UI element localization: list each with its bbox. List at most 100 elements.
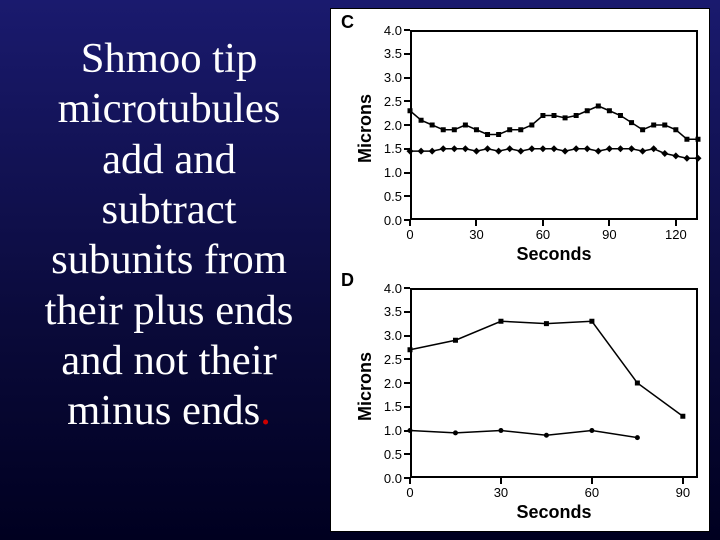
marker-square-icon [563,115,568,120]
panel-c: C0.00.51.01.52.02.53.03.54.00306090120Mi… [335,12,707,270]
marker-square-icon [618,113,623,118]
ytick-label: 4.0 [384,281,402,296]
ytick-label: 1.5 [384,399,402,414]
marker-diamond-icon [528,145,535,152]
marker-diamond-icon [462,145,469,152]
marker-square-icon [463,123,468,128]
y-axis-label: Microns [355,94,376,163]
xtick-label: 90 [597,227,621,242]
xtick-mark [409,478,411,484]
marker-diamond-icon [672,152,679,159]
marker-square-icon [607,108,612,113]
marker-diamond-icon [429,148,436,155]
marker-square-icon [662,123,667,128]
marker-square-icon [529,123,534,128]
series-svg [410,30,698,220]
marker-diamond-icon [451,145,458,152]
marker-diamond-icon [683,155,690,162]
xtick-mark [682,478,684,484]
marker-square-icon [673,127,678,132]
xtick-mark [409,220,411,226]
marker-circle-icon [589,428,594,433]
xtick-mark [675,220,677,226]
ytick-label: 0.0 [384,471,402,486]
ytick-label: 3.5 [384,304,402,319]
marker-square-icon [485,132,490,137]
series-line-minus-end [410,431,637,438]
marker-diamond-icon [473,148,480,155]
marker-diamond-icon [551,145,558,152]
ytick-label: 1.0 [384,165,402,180]
xtick-label: 30 [489,485,513,500]
marker-circle-icon [544,433,549,438]
caption-line: their plus ends [24,286,314,336]
ytick-label: 0.5 [384,447,402,462]
figure-container: C0.00.51.01.52.02.53.03.54.00306090120Mi… [330,8,710,532]
x-axis-label: Seconds [514,502,594,523]
marker-square-icon [430,123,435,128]
marker-diamond-icon [661,150,668,157]
series-svg [410,288,698,478]
xtick-mark [542,220,544,226]
marker-diamond-icon [495,148,502,155]
xtick-label: 120 [664,227,688,242]
marker-square-icon [498,319,503,324]
xtick-label: 60 [580,485,604,500]
marker-square-icon [540,113,545,118]
marker-diamond-icon [539,145,546,152]
marker-square-icon [696,137,701,142]
marker-square-icon [507,127,512,132]
xtick-label: 0 [398,485,422,500]
marker-square-icon [629,120,634,125]
marker-square-icon [441,127,446,132]
marker-square-icon [474,127,479,132]
ytick-label: 2.5 [384,352,402,367]
xtick-label: 60 [531,227,555,242]
marker-square-icon [589,319,594,324]
xtick-label: 90 [671,485,695,500]
caption-line: minus ends. [24,386,314,436]
panel-label: D [341,270,354,291]
xtick-mark [608,220,610,226]
marker-square-icon [408,347,413,352]
ytick-label: 2.0 [384,118,402,133]
xtick-label: 0 [398,227,422,242]
x-axis-label: Seconds [514,244,594,265]
marker-diamond-icon [606,145,613,152]
marker-square-icon [452,127,457,132]
caption-line: subtract [24,185,314,235]
xtick-mark [475,220,477,226]
marker-diamond-icon [517,148,524,155]
marker-square-icon [496,132,501,137]
caption-line: Shmoo tip [24,34,314,84]
marker-diamond-icon [639,148,646,155]
marker-diamond-icon [595,148,602,155]
caption-line: and not their [24,336,314,386]
xtick-mark [591,478,593,484]
slide-caption: Shmoo tipmicrotubulesadd andsubtractsubu… [24,34,314,437]
marker-square-icon [544,321,549,326]
marker-square-icon [453,338,458,343]
xtick-mark [500,478,502,484]
ytick-label: 2.5 [384,94,402,109]
marker-circle-icon [635,435,640,440]
marker-square-icon [635,381,640,386]
y-axis-label: Microns [355,352,376,421]
marker-square-icon [419,118,424,123]
marker-square-icon [680,414,685,419]
marker-diamond-icon [650,145,657,152]
ytick-label: 1.0 [384,423,402,438]
caption-period: . [260,387,271,434]
ytick-label: 2.0 [384,376,402,391]
ytick-label: 0.0 [384,213,402,228]
xtick-label: 30 [464,227,488,242]
ytick-label: 4.0 [384,23,402,38]
marker-square-icon [640,127,645,132]
ytick-label: 3.0 [384,328,402,343]
marker-diamond-icon [506,145,513,152]
marker-square-icon [684,137,689,142]
marker-square-icon [552,113,557,118]
ytick-label: 3.5 [384,46,402,61]
marker-circle-icon [498,428,503,433]
marker-square-icon [408,108,413,113]
